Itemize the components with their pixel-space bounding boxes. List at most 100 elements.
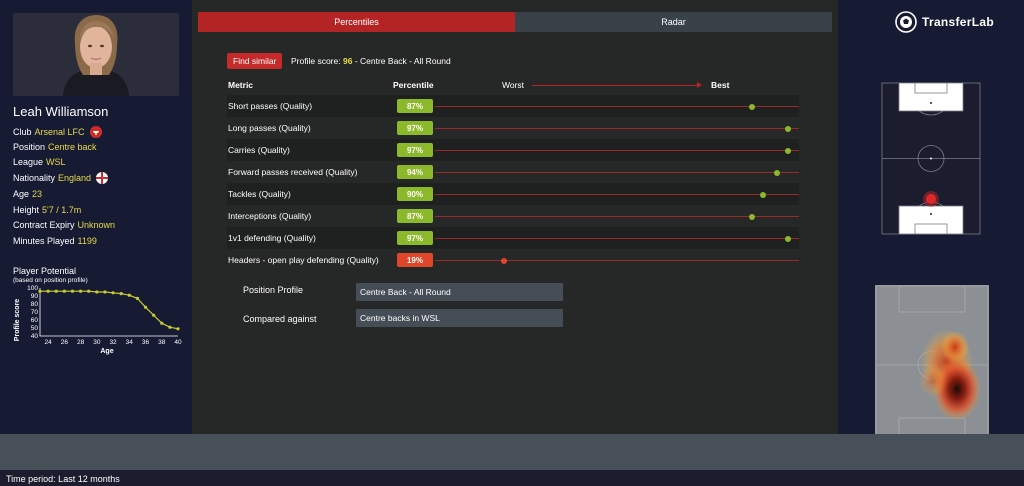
potential-point — [38, 289, 42, 293]
club-row: Club Arsenal LFC — [13, 126, 102, 138]
potential-point — [54, 289, 58, 293]
percentile-marker — [759, 191, 766, 198]
tab-percentiles[interactable]: Percentiles — [198, 12, 515, 32]
potential-point — [168, 325, 172, 329]
contract-row: Contract Expiry Unknown — [13, 220, 115, 230]
profile-score-value: 96 — [342, 56, 353, 66]
position-value: Centre back — [48, 142, 97, 152]
position-pitch — [881, 82, 981, 235]
percentile-badge: 87% — [397, 209, 433, 223]
metric-column-header: Metric — [228, 80, 254, 90]
percentile-marker — [501, 257, 508, 264]
potential-xtick-label: 32 — [109, 339, 117, 346]
age-value: 23 — [32, 189, 43, 199]
potential-ylabel: Profile score — [14, 299, 21, 342]
minutes-row: Minutes Played 1199 — [13, 236, 97, 246]
time-period: Time period: Last 12 months — [6, 474, 120, 484]
player-sidebar: Leah Williamson Club Arsenal LFC Positio… — [0, 0, 192, 434]
percentile-marker — [785, 147, 792, 154]
percentile-marker — [774, 169, 781, 176]
potential-xtick-label: 38 — [158, 339, 166, 346]
main-panel: Percentiles Radar Find similar Profile s… — [192, 0, 838, 434]
age-row: Age 23 — [13, 189, 42, 199]
compared-against-select[interactable]: Centre backs in WSL — [356, 309, 563, 327]
potential-point — [62, 289, 66, 293]
position-profile-label: Position Profile — [243, 285, 304, 295]
potential-ytick-label: 50 — [31, 325, 39, 332]
percentile-track — [435, 125, 799, 132]
potential-points — [38, 289, 180, 331]
metrics-header: Metric Percentile Worst Best — [227, 80, 799, 92]
transferlab-logo: TransferLab — [894, 10, 994, 34]
potential-point — [135, 296, 140, 300]
potential-chart-xticks: 24 26 28 30 32 34 36 38 40 — [45, 339, 182, 346]
profile-score-suffix: - Centre Back - All Round — [354, 56, 451, 66]
percentile-track — [435, 235, 799, 242]
potential-xtick-label: 40 — [174, 339, 182, 346]
position-label: Position — [13, 142, 46, 152]
nationality-label: Nationality — [13, 173, 56, 183]
potential-xtick-label: 24 — [45, 339, 53, 346]
potential-title: Player Potential — [13, 266, 77, 276]
potential-ytick-label: 100 — [27, 285, 38, 292]
touch-heatmap — [875, 285, 989, 445]
nationality-value: England — [58, 173, 92, 183]
brand-name: TransferLab — [922, 15, 994, 29]
potential-ytick-label: 80 — [31, 301, 39, 308]
potential-ytick-label: 90 — [31, 293, 39, 300]
metric-row: 1v1 defending (Quality) 97% — [227, 227, 799, 249]
potential-point — [78, 289, 83, 293]
metric-name: 1v1 defending (Quality) — [228, 233, 316, 243]
view-tabs: Percentiles Radar — [198, 12, 832, 32]
club-value[interactable]: Arsenal LFC — [34, 127, 85, 137]
metric-name: Headers - open play defending (Quality) — [228, 255, 379, 265]
age-label: Age — [13, 189, 30, 199]
player-name: Leah Williamson — [13, 104, 109, 119]
potential-subtitle: (based on position profile) — [13, 277, 88, 284]
metric-row: Headers - open play defending (Quality) 1… — [227, 249, 799, 271]
potential-point — [160, 321, 164, 325]
potential-chart-axes — [39, 288, 178, 337]
potential-ytick-label: 60 — [31, 317, 39, 324]
potential-xtick-label: 28 — [77, 339, 85, 346]
compared-against-label: Compared against — [243, 314, 317, 324]
player-photo — [13, 13, 179, 96]
position-profile-select[interactable]: Centre Back - All Round — [356, 283, 563, 301]
league-value[interactable]: WSL — [46, 157, 66, 167]
england-flag-icon — [96, 172, 109, 184]
percentile-track — [435, 191, 799, 198]
percentile-marker — [748, 213, 755, 220]
league-label: League — [13, 157, 44, 167]
best-label: Best — [711, 80, 730, 90]
potential-point — [176, 327, 180, 331]
metric-name: Interceptions (Quality) — [228, 211, 312, 221]
arsenal-crest-icon — [89, 126, 102, 138]
tab-radar[interactable]: Radar — [515, 12, 832, 32]
football-icon — [895, 11, 917, 33]
percentile-marker — [748, 103, 755, 110]
potential-xlabel: Age — [100, 348, 113, 355]
metric-row: Long passes (Quality) 97% — [227, 117, 799, 139]
metric-row: Forward passes received (Quality) 94% — [227, 161, 799, 183]
percentile-badge: 87% — [397, 99, 433, 113]
metric-name: Short passes (Quality) — [228, 101, 313, 111]
percentile-marker — [785, 125, 792, 132]
worst-to-best-arrow-icon — [532, 82, 702, 88]
percentile-badge: 97% — [397, 143, 433, 157]
potential-point — [143, 305, 148, 309]
potential-xtick-label: 30 — [93, 339, 101, 346]
height-label: Height — [13, 205, 40, 215]
metric-name: Carries (Quality) — [228, 145, 290, 155]
right-panel: TransferLab — [838, 0, 1024, 445]
metric-row: Carries (Quality) 97% — [227, 139, 799, 161]
potential-point — [70, 289, 75, 293]
metric-name: Long passes (Quality) — [228, 123, 311, 133]
percentile-column-header: Percentile — [393, 80, 434, 90]
potential-ytick-label: 70 — [31, 309, 39, 316]
percentile-badge: 97% — [397, 231, 433, 245]
percentile-badge: 90% — [397, 187, 433, 201]
find-similar-button[interactable]: Find similar — [227, 53, 283, 69]
percentile-marker — [785, 235, 792, 242]
